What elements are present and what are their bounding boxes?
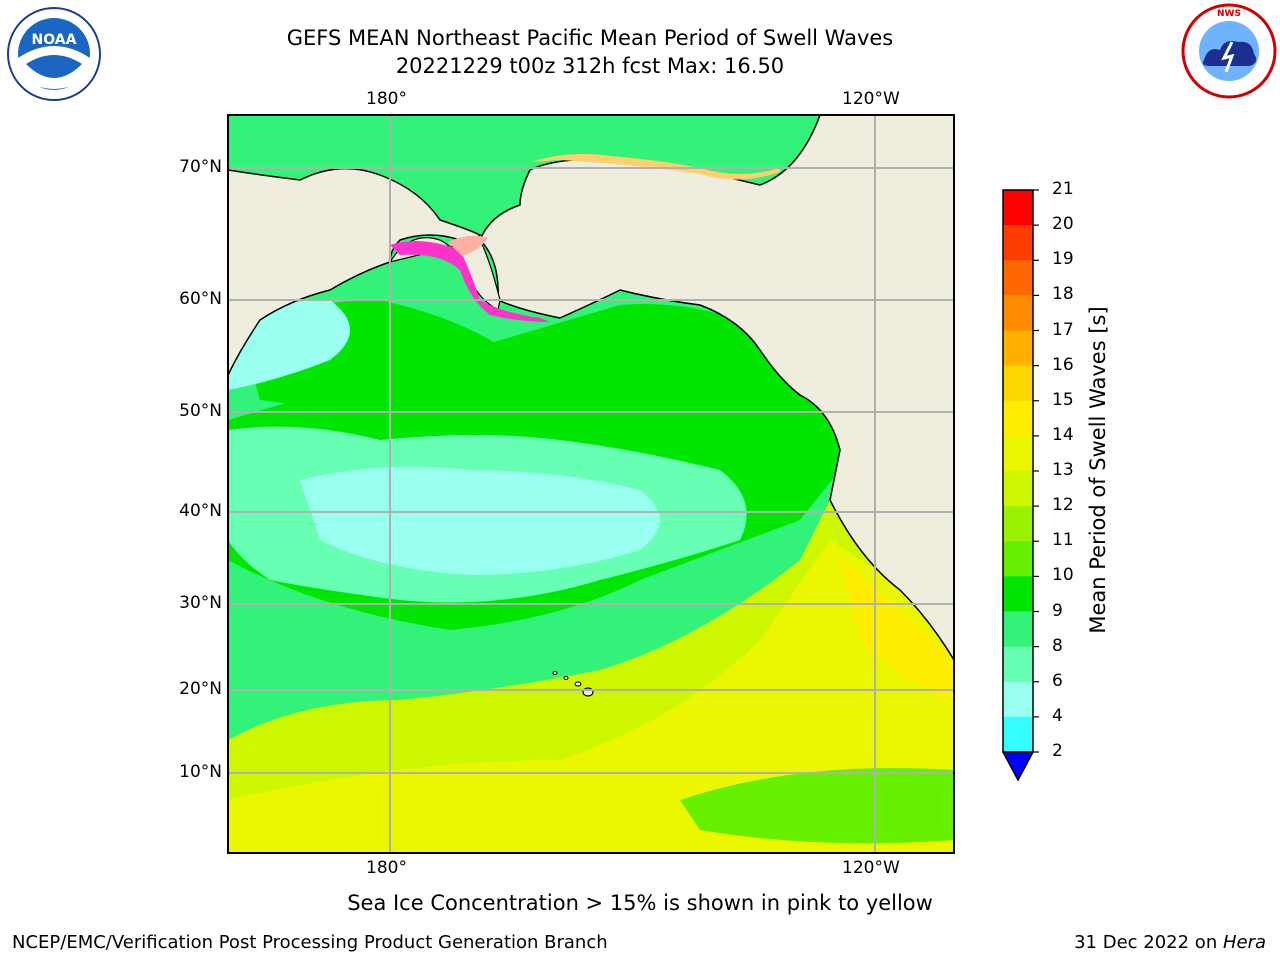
colorbar-tick-label: 17 xyxy=(1052,319,1074,340)
swell-zone-14-15 xyxy=(840,560,954,700)
noaa-logo: NOAA xyxy=(7,7,101,101)
sea-ice-note: Sea Ice Concentration > 15% is shown in … xyxy=(0,891,1280,915)
colorbar-segment xyxy=(1003,225,1033,261)
colorbar-label: Mean Period of Swell Waves [s] xyxy=(1086,306,1110,634)
colorbar-segment xyxy=(1003,190,1033,226)
colorbar-tick-label: 13 xyxy=(1052,460,1074,480)
nws-logo: NWS xyxy=(1181,3,1277,99)
footer-date: 31 Dec 2022 on Hera xyxy=(1074,932,1266,953)
svg-text:NWS: NWS xyxy=(1217,9,1241,19)
colorbar-segment xyxy=(1003,646,1033,683)
swell-zone-13-14 xyxy=(228,540,954,853)
sea-ice-arctic xyxy=(530,154,780,180)
colorbar-extend-arrow xyxy=(1001,751,1035,782)
lat-label-40n: 40°N xyxy=(179,501,222,521)
colorbar-tick-label: 10 xyxy=(1052,565,1074,586)
colorbar-segment xyxy=(1003,611,1033,648)
colorbar-tick-label: 12 xyxy=(1052,495,1074,516)
colorbar-segment xyxy=(1003,330,1033,367)
sea-ice-fringe-2 xyxy=(448,235,488,256)
colorbar-segment xyxy=(1003,365,1033,402)
sea-ice-note-text: Sea Ice Concentration > 15% is shown in … xyxy=(347,891,933,915)
noaa-logo-text: NOAA xyxy=(32,32,77,48)
footer-credit: NCEP/EMC/Verification Post Processing Pr… xyxy=(12,932,608,953)
colorbar-tick-label: 4 xyxy=(1052,705,1063,726)
colorbar-segment xyxy=(1003,716,1033,753)
colorbar-tick-label: 14 xyxy=(1052,424,1074,445)
colorbar-tick-label: 20 xyxy=(1052,214,1074,235)
lat-label-10n: 10°N xyxy=(179,762,222,782)
colorbar-segment xyxy=(1003,400,1033,437)
colorbar-segment xyxy=(1003,681,1033,718)
chart-title: GEFS MEAN Northeast Pacific Mean Period … xyxy=(286,26,894,50)
colorbar-segment xyxy=(1003,541,1033,577)
colorbar-tick-label: 18 xyxy=(1052,284,1074,305)
lon-label-bottom-120w: 120°W xyxy=(842,858,900,878)
colorbar-tick-label: 19 xyxy=(1052,249,1074,270)
colorbar-tick-label: 6 xyxy=(1052,670,1063,691)
lon-label-bottom-180: 180° xyxy=(366,858,407,878)
colorbar-segment xyxy=(1003,435,1033,472)
colorbar-tick-label: 2 xyxy=(1052,741,1063,761)
colorbar-tick-label: 9 xyxy=(1052,600,1063,621)
map-gridlines xyxy=(228,115,954,853)
colorbar-segment xyxy=(1003,506,1033,542)
map-frame xyxy=(227,114,955,854)
footer-host: Hera xyxy=(1222,932,1266,953)
lat-label-70n: 70°N xyxy=(179,157,222,177)
colorbar-tick-label: 16 xyxy=(1052,354,1074,375)
lon-label-top-180: 180° xyxy=(366,89,407,109)
colorbar-segment xyxy=(1003,471,1033,507)
colorbar-tick-label: 21 xyxy=(1052,179,1074,199)
footer-date-text: 31 Dec 2022 on xyxy=(1074,932,1223,953)
sea-ice-fringe xyxy=(390,241,550,322)
lat-label-60n: 60°N xyxy=(179,289,222,309)
swell-zone-11-lower xyxy=(680,768,954,844)
colorbar-segment xyxy=(1003,260,1033,296)
chart-subtitle: 20221229 t00z 312h fcst Max: 16.50 xyxy=(395,54,785,78)
lat-label-50n: 50°N xyxy=(179,401,222,421)
lon-label-top-120w: 120°W xyxy=(842,89,900,109)
colorbar-tick-label: 15 xyxy=(1052,389,1074,410)
colorbar-tick-label: 8 xyxy=(1052,635,1063,656)
lat-label-20n: 20°N xyxy=(179,679,222,699)
colorbar-segment xyxy=(1003,576,1033,612)
colorbar-segment xyxy=(1003,295,1033,331)
lat-label-30n: 30°N xyxy=(179,593,222,613)
colorbar-tick-label: 11 xyxy=(1052,530,1074,551)
